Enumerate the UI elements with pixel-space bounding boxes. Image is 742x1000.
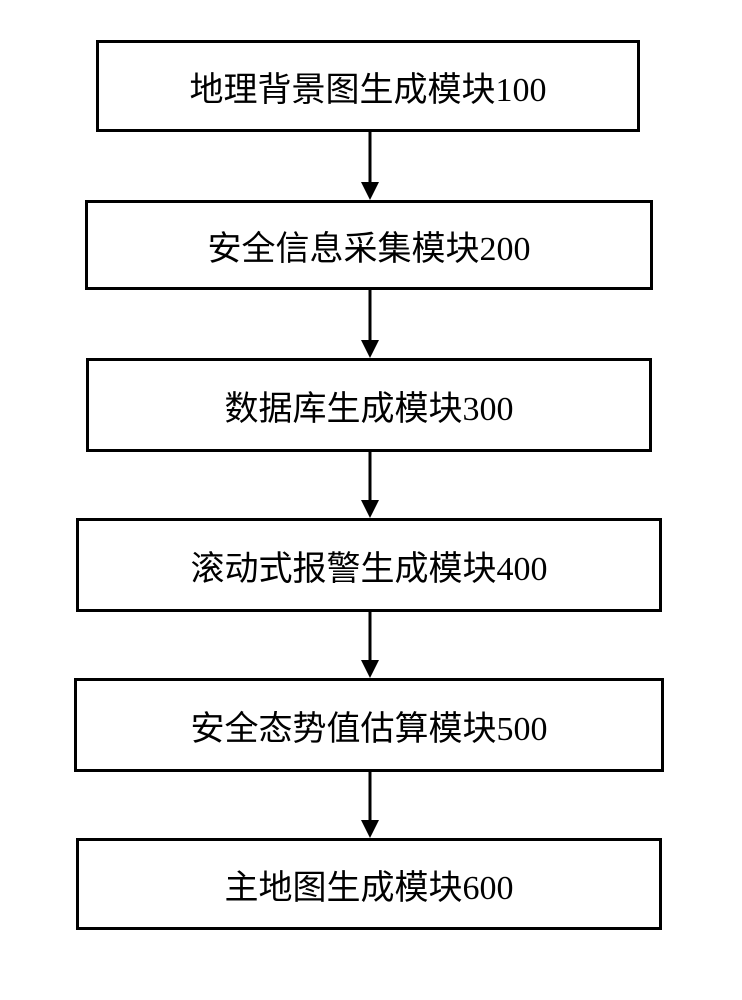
flowchart-canvas: 地理背景图生成模块100 安全信息采集模块200 数据库生成模块300 滚动式报… bbox=[0, 0, 742, 1000]
node-100: 地理背景图生成模块100 bbox=[96, 40, 640, 132]
node-500-label: 安全态势值估算模块500 bbox=[191, 701, 548, 750]
arrow-100-200 bbox=[355, 132, 385, 200]
node-200: 安全信息采集模块200 bbox=[85, 200, 653, 290]
node-300: 数据库生成模块300 bbox=[86, 358, 652, 452]
node-200-label: 安全信息采集模块200 bbox=[208, 221, 531, 270]
node-100-label: 地理背景图生成模块100 bbox=[190, 62, 547, 111]
node-600: 主地图生成模块600 bbox=[76, 838, 662, 930]
arrow-400-500 bbox=[355, 612, 385, 678]
node-600-label: 主地图生成模块600 bbox=[225, 860, 514, 909]
arrow-500-600 bbox=[355, 772, 385, 838]
arrow-200-300 bbox=[355, 290, 385, 358]
node-400-label: 滚动式报警生成模块400 bbox=[191, 541, 548, 590]
node-300-label: 数据库生成模块300 bbox=[225, 381, 514, 430]
node-400: 滚动式报警生成模块400 bbox=[76, 518, 662, 612]
arrow-300-400 bbox=[355, 452, 385, 518]
node-500: 安全态势值估算模块500 bbox=[74, 678, 664, 772]
